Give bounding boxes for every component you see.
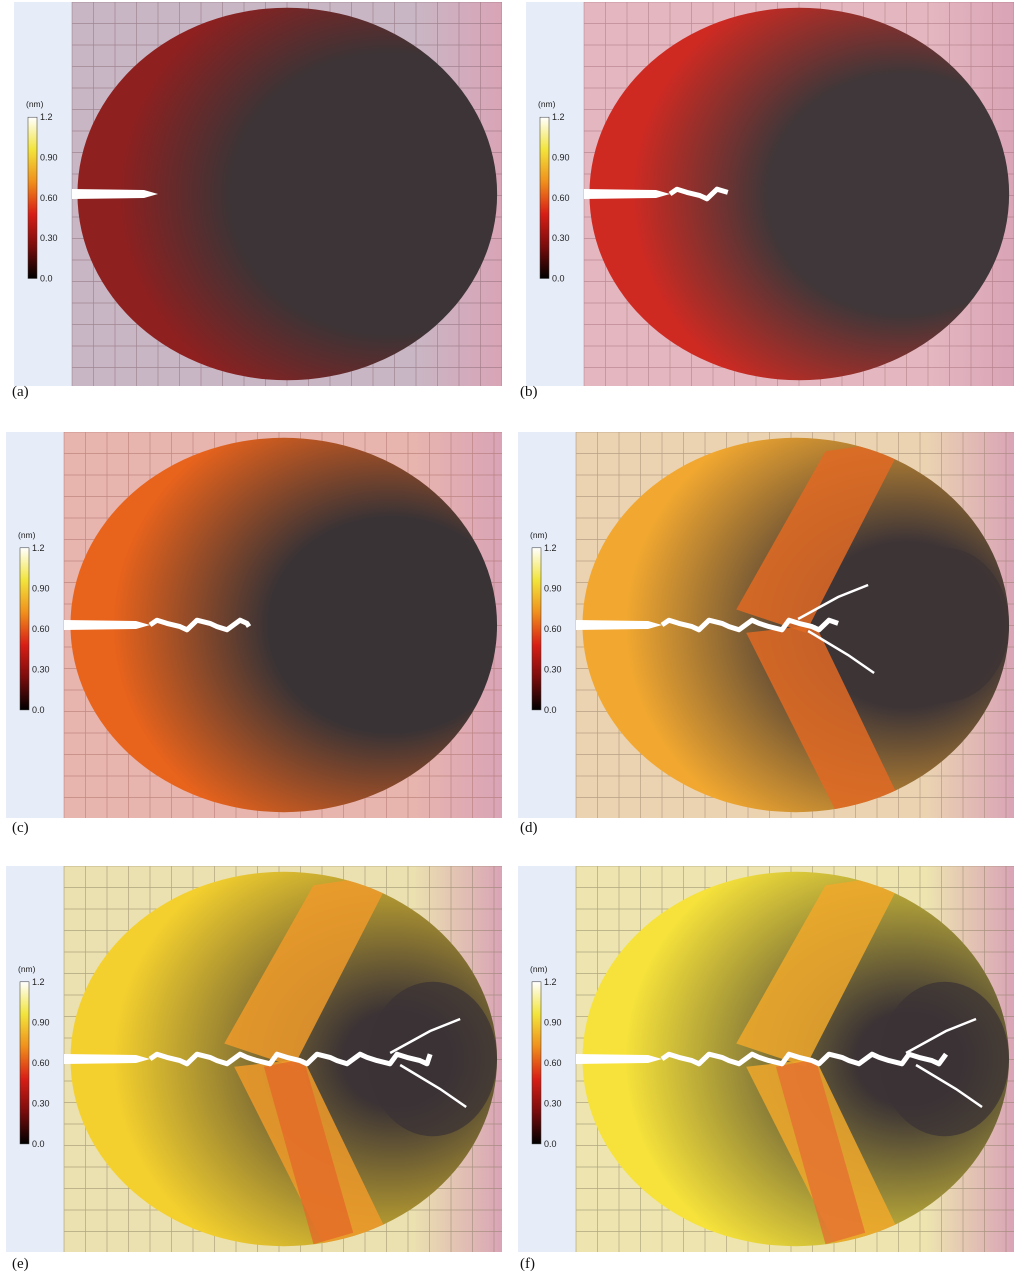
colorbar-tick-label: 0.90 xyxy=(40,153,58,163)
colorbar-tick-label: 0.30 xyxy=(552,233,570,243)
crack-branch xyxy=(905,1017,977,1055)
colorbar-tick-label: 0.60 xyxy=(32,624,50,634)
panel-caption: (d) xyxy=(520,820,538,836)
simulation-image: (nm) 1.2 0.90 0.60 0.30 0.0 xyxy=(518,432,1014,818)
crack-branch xyxy=(915,1063,983,1109)
colorbar-tick-label: 1.2 xyxy=(552,112,565,122)
crack xyxy=(148,1051,433,1067)
colorbar-tick-label: 0.60 xyxy=(32,1058,50,1068)
crack-branch xyxy=(797,583,869,621)
colorbar-tick-label: 0.90 xyxy=(552,153,570,163)
crack-branch xyxy=(399,1063,467,1109)
colorbar-tick-label: 0.0 xyxy=(552,273,565,283)
colorbar-tick-label: 1.2 xyxy=(544,543,557,553)
colorbar-unit: (nm) xyxy=(26,99,44,109)
simulation-image: (nm) 1.2 0.90 0.60 0.30 0.0 xyxy=(6,866,502,1252)
crack xyxy=(148,617,252,633)
sample-body xyxy=(77,7,498,381)
colorbar: (nm) 1.2 0.90 0.60 0.30 0.0 xyxy=(18,964,50,1149)
colorbar-tick-label: 0.90 xyxy=(544,1017,562,1027)
colorbar-unit: (nm) xyxy=(18,964,36,974)
colorbar-tick-label: 1.2 xyxy=(544,977,557,987)
colorbar-tick-label: 0.90 xyxy=(32,1017,50,1027)
colorbar-tick-label: 0.60 xyxy=(552,193,570,203)
colorbar-tick-label: 0.0 xyxy=(544,705,557,715)
colorbar: (nm) 1.2 0.90 0.60 0.30 0.0 xyxy=(530,530,562,715)
colorbar: (nm) 1.2 0.90 0.60 0.30 0.0 xyxy=(530,964,562,1149)
panel-d: (nm) 1.2 0.90 0.60 0.30 0.0 xyxy=(518,432,1014,818)
crack xyxy=(660,1051,949,1067)
colorbar-tick-label: 0.60 xyxy=(544,1058,562,1068)
panel-caption: (e) xyxy=(12,1256,29,1272)
colorbar-tick-label: 0.0 xyxy=(40,273,53,283)
colorbar-tick-label: 0.90 xyxy=(32,583,50,593)
panel-caption: (b) xyxy=(520,384,538,400)
notch xyxy=(64,620,150,630)
notch xyxy=(72,189,158,199)
slip-band xyxy=(746,625,905,811)
colorbar-tick-label: 1.2 xyxy=(32,977,45,987)
sample-body xyxy=(589,7,1010,381)
slip-band xyxy=(736,873,905,1067)
colorbar-tick-label: 0.30 xyxy=(40,233,58,243)
notch xyxy=(64,1054,150,1064)
colorbar-tick-label: 1.2 xyxy=(40,112,53,122)
simulation-image: (nm) 1.2 0.90 0.60 0.30 0.0 xyxy=(6,432,502,818)
colorbar-tick-label: 0.30 xyxy=(544,664,562,674)
colorbar-tick-label: 1.2 xyxy=(32,543,45,553)
slip-band xyxy=(263,1059,354,1245)
colorbar-tick-label: 0.30 xyxy=(32,1098,50,1108)
colorbar-unit: (nm) xyxy=(530,530,548,540)
simulation-image: (nm) 1.2 0.90 0.60 0.30 0.0 xyxy=(14,2,502,386)
simulation-image: (nm) 1.2 0.90 0.60 0.30 0.0 xyxy=(518,866,1014,1252)
colorbar: (nm) 1.2 0.90 0.60 0.30 0.0 xyxy=(26,99,58,283)
panel-b: (nm) 1.2 0.90 0.60 0.30 0.0 xyxy=(526,2,1014,386)
panel-caption: (f) xyxy=(520,1256,535,1272)
slip-band xyxy=(736,439,905,633)
panel-f: (nm) 1.2 0.90 0.60 0.30 0.0 xyxy=(518,866,1014,1252)
crack-branch xyxy=(389,1017,461,1055)
crack xyxy=(668,186,729,202)
notch xyxy=(576,1054,662,1064)
panel-a: (nm) 1.2 0.90 0.60 0.30 0.0 xyxy=(14,2,502,386)
slip-band xyxy=(224,873,393,1067)
crack-branch xyxy=(807,629,875,675)
panel-c: (nm) 1.2 0.90 0.60 0.30 0.0 xyxy=(6,432,502,818)
colorbar-unit: (nm) xyxy=(530,964,548,974)
colorbar-tick-label: 0.30 xyxy=(32,664,50,674)
notch xyxy=(576,620,662,630)
colorbar-tick-label: 0.0 xyxy=(32,705,45,715)
panel-caption: (c) xyxy=(12,820,29,836)
colorbar: (nm) 1.2 0.90 0.60 0.30 0.0 xyxy=(538,99,570,283)
colorbar-tick-label: 0.0 xyxy=(544,1139,557,1149)
colorbar-tick-label: 0.30 xyxy=(544,1098,562,1108)
panel-caption: (a) xyxy=(12,384,29,400)
panel-e: (nm) 1.2 0.90 0.60 0.30 0.0 xyxy=(6,866,502,1252)
simulation-image: (nm) 1.2 0.90 0.60 0.30 0.0 xyxy=(526,2,1014,386)
colorbar-unit: (nm) xyxy=(538,99,556,109)
sample-body xyxy=(70,437,498,813)
colorbar-tick-label: 0.0 xyxy=(32,1139,45,1149)
notch xyxy=(584,189,670,199)
slip-band xyxy=(775,1059,866,1245)
colorbar: (nm) 1.2 0.90 0.60 0.30 0.0 xyxy=(18,530,50,715)
colorbar-tick-label: 0.60 xyxy=(544,624,562,634)
colorbar-unit: (nm) xyxy=(18,530,36,540)
colorbar-tick-label: 0.60 xyxy=(40,193,58,203)
crack xyxy=(660,617,839,633)
colorbar-tick-label: 0.90 xyxy=(544,583,562,593)
